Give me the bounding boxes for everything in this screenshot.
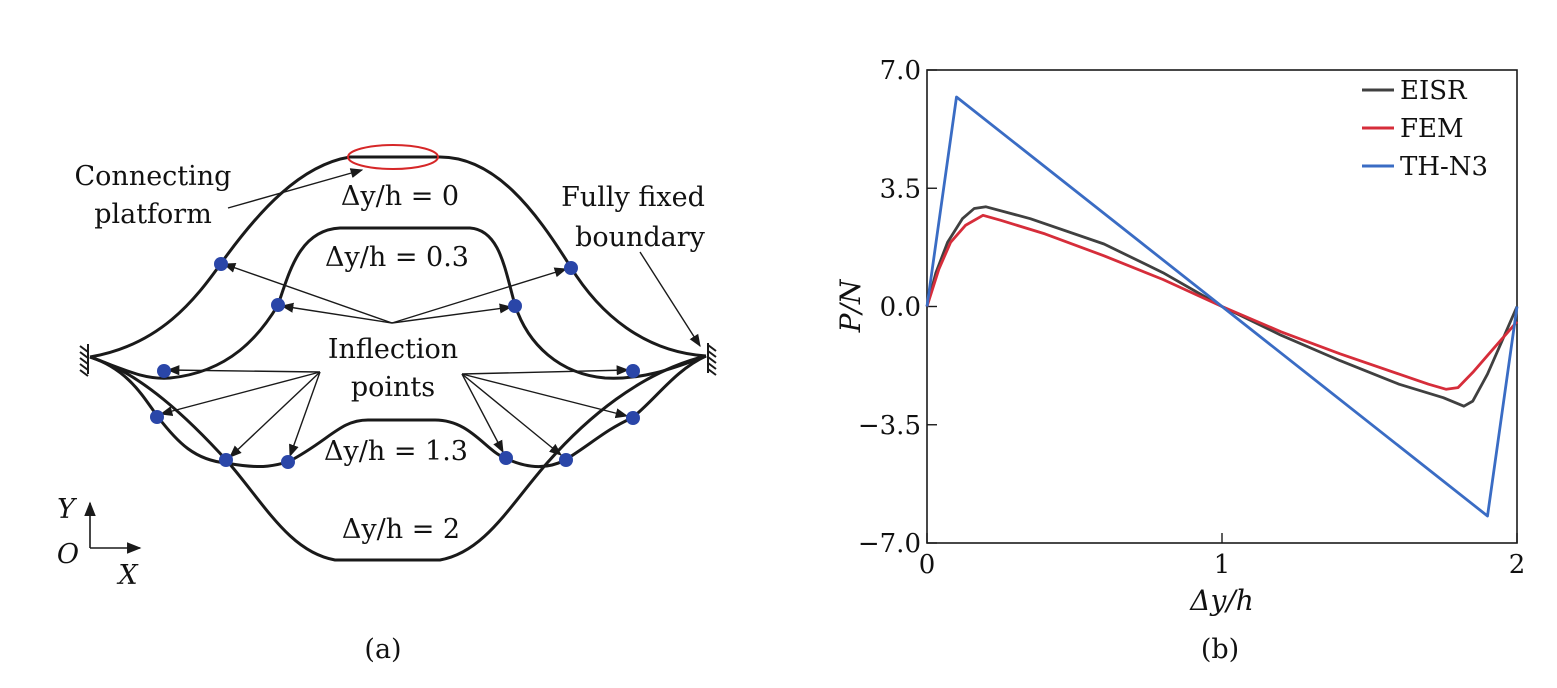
x-tick-label: 1	[1214, 550, 1231, 580]
axis-x-label: X	[116, 560, 139, 591]
connecting-platform-ellipse	[347, 144, 439, 170]
inflection-arrow	[391, 267, 568, 324]
inflection-point	[499, 451, 513, 465]
x-ticks: 0 1 2	[919, 533, 1526, 580]
series-line-fem	[925, 213, 1519, 391]
inflection-arrow	[166, 365, 321, 376]
inflection-point	[271, 298, 285, 312]
left-fixed-boundary	[79, 344, 89, 377]
panel-a-caption: (a)	[364, 634, 401, 665]
curve-label: Δy/h = 1.3	[324, 436, 468, 467]
series-line-th-n3	[925, 95, 1519, 518]
inflection-arrow	[461, 373, 629, 419]
inflection-point	[559, 453, 573, 467]
y-ticks: 7.0 3.5 0.0 −3.5 −7.0	[858, 56, 937, 559]
y-tick-label: −7.0	[858, 529, 921, 559]
axis-origin-label: O	[57, 539, 79, 570]
inflection-label: Inflection	[328, 334, 458, 365]
fully-fixed-label: Fully fixed	[561, 182, 705, 213]
inflection-arrow	[391, 303, 513, 324]
inflection-point	[219, 453, 233, 467]
inflection-label: points	[351, 372, 435, 403]
platform-arrow	[227, 168, 364, 209]
inflection-arrow	[280, 302, 393, 324]
series-lines	[925, 95, 1519, 518]
y-tick-label: 7.0	[880, 56, 921, 86]
legend: EISR FEM TH-N3	[1362, 76, 1488, 182]
inflection-arrow	[222, 263, 393, 324]
curve-dy03	[89, 226, 707, 380]
inflection-arrow	[461, 373, 504, 454]
inflection-arrow	[461, 373, 562, 456]
curve-dy13	[89, 354, 707, 469]
y-tick-label: 3.5	[880, 174, 921, 204]
legend-label: EISR	[1400, 76, 1468, 106]
boundary-arrow	[639, 251, 701, 348]
panel-a: Connecting platform Fully fixed boundary…	[57, 144, 717, 665]
curve-label: Δy/h = 0.3	[325, 242, 469, 273]
inflection-point	[626, 364, 640, 378]
inflection-arrow	[289, 371, 321, 458]
x-tick-label: 0	[919, 550, 936, 580]
inflection-point	[626, 411, 640, 425]
x-axis-label: Δy/h	[1189, 584, 1254, 617]
inflection-point	[564, 261, 578, 275]
inflection-point	[508, 299, 522, 313]
y-tick-label: −3.5	[858, 411, 921, 441]
coordinate-axes: Y O X	[57, 494, 142, 591]
inflection-arrow	[159, 371, 321, 416]
connecting-platform-label: platform	[94, 199, 212, 230]
inflection-point	[281, 455, 295, 469]
right-fixed-boundary	[707, 343, 717, 376]
inflection-point	[157, 364, 171, 378]
fully-fixed-label: boundary	[575, 222, 706, 253]
inflection-point	[214, 257, 228, 271]
y-tick-label: 0.0	[880, 293, 921, 323]
connecting-platform-label: Connecting	[75, 161, 232, 192]
legend-label: TH-N3	[1400, 152, 1488, 182]
inflection-arrow	[461, 365, 630, 376]
curve-dy0	[89, 155, 707, 359]
curve-label: Δy/h = 2	[342, 514, 460, 545]
inflection-point	[150, 410, 164, 424]
legend-label: FEM	[1400, 114, 1464, 144]
curve-dy2	[89, 354, 707, 562]
axis-y-label: Y	[57, 494, 77, 525]
panel-b-caption: (b)	[1201, 634, 1239, 665]
curve-label: Δy/h = 0	[341, 181, 459, 212]
y-axis-label: P/N	[834, 278, 867, 333]
x-tick-label: 2	[1509, 550, 1526, 580]
inflection-arrow	[229, 371, 321, 458]
